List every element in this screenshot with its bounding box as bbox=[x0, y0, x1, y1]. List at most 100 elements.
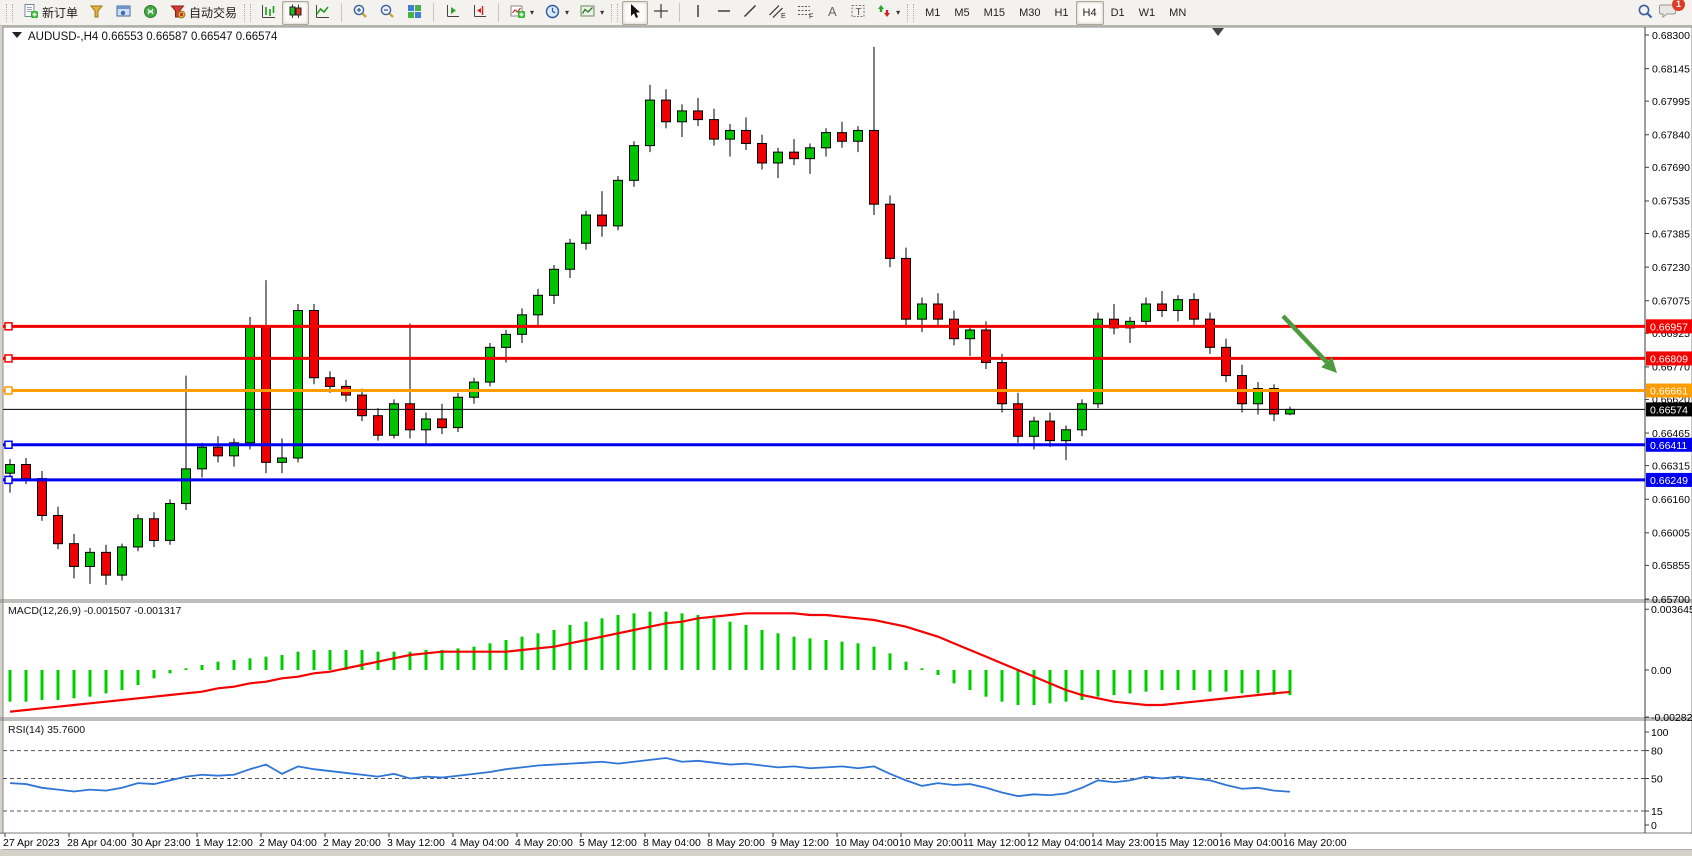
auto-trading-icon bbox=[169, 3, 186, 23]
hline-price-label: 0.66249 bbox=[1650, 475, 1688, 487]
notification-badge[interactable]: 1 bbox=[1672, 0, 1685, 11]
candle bbox=[613, 179, 623, 227]
candle bbox=[1221, 346, 1231, 377]
horizontal-lines-layer[interactable]: 0.66957 0.66809 0.66661 0.66574 0.66411 0.662… bbox=[3, 319, 1692, 487]
candle bbox=[1013, 403, 1023, 437]
price-label-box bbox=[1646, 319, 1692, 334]
candle bbox=[693, 110, 703, 121]
trendline-icon bbox=[742, 3, 758, 22]
macd-histogram-bar bbox=[1160, 670, 1164, 690]
hline-handle[interactable] bbox=[4, 440, 13, 450]
timeframe-m30-button[interactable]: M30 bbox=[1019, 6, 1041, 19]
timeframe-m5-button[interactable]: M5 bbox=[954, 6, 970, 19]
candle bbox=[229, 442, 239, 457]
macd-histogram-bar bbox=[1288, 670, 1292, 696]
search-button[interactable] bbox=[1632, 1, 1659, 25]
horizontal-line-tool-button[interactable] bbox=[711, 1, 737, 25]
candle bbox=[165, 503, 175, 541]
text-tool-button[interactable]: A bbox=[819, 1, 845, 25]
candlestick-chart-button[interactable] bbox=[282, 0, 310, 25]
macd-histogram-bar bbox=[136, 670, 140, 685]
clock-icon bbox=[544, 3, 561, 23]
price-tick-label: 0.67995 bbox=[1652, 96, 1690, 108]
macd-histogram-bar bbox=[1064, 670, 1068, 702]
arrows-tool-button[interactable]: ▾ bbox=[871, 1, 905, 25]
indicators-button[interactable]: ▾ bbox=[504, 1, 539, 25]
zoom-in-button[interactable] bbox=[347, 1, 374, 25]
macd-histogram-bar bbox=[344, 650, 348, 670]
macd-histogram-bar bbox=[200, 665, 204, 670]
timeframe-m1-button[interactable]: M1 bbox=[925, 6, 941, 19]
hline-handle[interactable] bbox=[4, 386, 13, 395]
macd-histogram-bar bbox=[744, 625, 748, 670]
toolbar-grip bbox=[907, 3, 915, 22]
candle bbox=[821, 132, 831, 149]
macd-histogram-bar bbox=[1080, 670, 1084, 700]
signals-button[interactable] bbox=[137, 1, 164, 25]
notifications-button[interactable]: 1 bbox=[1659, 0, 1685, 24]
chart-title: AUDUSD-,H4 0.66553 0.66587 0.66547 0.665… bbox=[12, 31, 278, 43]
candle bbox=[869, 129, 879, 205]
time-axis[interactable]: 27 Apr 2023 28 Apr 04:00 30 Apr 23:00 1 May… bbox=[0, 833, 1692, 849]
chart-canvas[interactable]: 0.68300 0.68145 0.67995 0.67840 0.67690 0.675… bbox=[0, 26, 1692, 856]
chart-shift-marker[interactable] bbox=[1212, 28, 1224, 36]
toolbar-separator bbox=[498, 3, 500, 22]
macd-histogram-bar bbox=[856, 643, 860, 670]
candle bbox=[949, 318, 959, 340]
text-label-icon: T bbox=[850, 3, 866, 22]
vertical-line-icon bbox=[690, 3, 706, 22]
hline-handle[interactable] bbox=[4, 322, 13, 331]
new-order-button[interactable]: 新订单 bbox=[17, 1, 83, 25]
auto-trading-button[interactable]: 自动交易 bbox=[164, 1, 242, 25]
vertical-line-tool-button[interactable] bbox=[685, 1, 711, 25]
line-chart-button[interactable] bbox=[309, 1, 336, 25]
annotation-arrow[interactable] bbox=[1281, 314, 1337, 373]
timeframe-m15-button[interactable]: M15 bbox=[983, 6, 1006, 19]
timeframe-w1-button[interactable]: W1 bbox=[1138, 6, 1156, 19]
chart-shift-button[interactable] bbox=[466, 1, 493, 25]
candle bbox=[325, 377, 335, 387]
timeframe-d1-button[interactable]: D1 bbox=[1110, 6, 1125, 19]
timeframe-mn-button[interactable]: MN bbox=[1169, 6, 1187, 19]
cursor-tool-button[interactable] bbox=[622, 0, 649, 25]
time-tick-label: 4 May 04:00 bbox=[451, 837, 509, 849]
candle bbox=[1189, 299, 1199, 320]
hline-handle[interactable] bbox=[4, 475, 13, 485]
channel-tool-button[interactable]: E bbox=[763, 1, 791, 25]
tile-windows-button[interactable] bbox=[401, 1, 428, 25]
trendline-tool-button[interactable] bbox=[737, 1, 763, 25]
time-tick-label: 10 May 20:00 bbox=[899, 837, 963, 849]
candle bbox=[1125, 320, 1135, 329]
time-tick-label: 16 May 04:00 bbox=[1219, 837, 1283, 849]
time-tick-label: 4 May 20:00 bbox=[515, 837, 573, 849]
timeframe-h4-button[interactable]: H4 bbox=[1075, 0, 1104, 25]
label-tool-button[interactable]: T bbox=[845, 1, 871, 25]
macd-histogram-bar bbox=[72, 670, 76, 699]
periods-button[interactable]: ▾ bbox=[539, 1, 574, 25]
navigator-button[interactable] bbox=[110, 1, 137, 25]
auto-scroll-button[interactable] bbox=[439, 1, 466, 25]
macd-axis-label: 0.00 bbox=[1651, 665, 1672, 677]
toolbar-separator bbox=[679, 3, 681, 22]
macd-histogram-bar bbox=[1240, 670, 1244, 694]
macd-histogram-bar bbox=[472, 646, 476, 670]
zoom-out-button[interactable] bbox=[374, 1, 401, 25]
candle bbox=[1205, 318, 1215, 348]
templates-button[interactable]: ▾ bbox=[574, 1, 609, 25]
market-watch-button[interactable] bbox=[83, 1, 110, 25]
symbol-dropdown-icon[interactable] bbox=[12, 32, 22, 38]
macd-histogram-bar bbox=[952, 670, 956, 684]
bars-chart-button[interactable] bbox=[255, 1, 282, 25]
timeframe-h1-button[interactable]: H1 bbox=[1054, 6, 1069, 19]
crosshair-tool-button[interactable] bbox=[648, 1, 674, 25]
macd-histogram-bar bbox=[120, 670, 124, 690]
fibonacci-tool-button[interactable]: F bbox=[791, 1, 819, 25]
toolbar-separator bbox=[433, 3, 435, 22]
macd-histogram-bar bbox=[616, 615, 620, 670]
hline-handle[interactable] bbox=[4, 354, 13, 363]
candle bbox=[421, 418, 431, 431]
candle bbox=[533, 294, 543, 316]
equidistant-channel-icon: E bbox=[768, 3, 786, 22]
macd-histogram-bar bbox=[408, 651, 412, 670]
time-tick-label: 12 May 04:00 bbox=[1027, 837, 1091, 849]
